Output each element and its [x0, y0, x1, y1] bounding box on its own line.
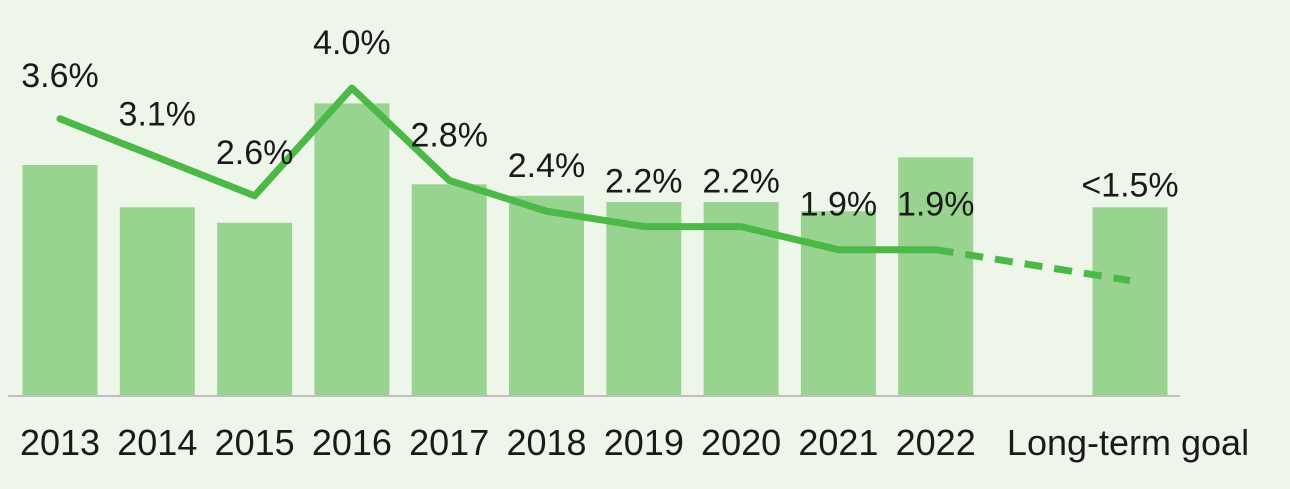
bar-2013 [22, 165, 98, 396]
x-tick-label: 2017 [409, 422, 489, 463]
x-tick-label: Long-term goal [1007, 422, 1249, 463]
data-label: 1.9% [897, 186, 975, 224]
data-label: 3.1% [119, 95, 197, 133]
bar-2022 [898, 157, 974, 396]
data-label: <1.5% [1081, 167, 1178, 205]
bar-2019 [606, 202, 682, 396]
x-tick-label: 2015 [215, 422, 295, 463]
x-tick-label: 2014 [117, 422, 197, 463]
bars-layer [22, 103, 1168, 397]
x-tick-label: 2022 [896, 422, 976, 463]
x-tick-label: 2019 [604, 422, 684, 463]
x-tick-label: 2013 [20, 422, 100, 463]
x-tick-label: 2021 [798, 422, 878, 463]
data-label: 2.2% [605, 163, 683, 201]
bar-2016 [314, 103, 390, 397]
trend-line-solid [56, 84, 940, 254]
bar-2021 [800, 211, 876, 396]
data-label: 2.8% [410, 116, 488, 154]
x-tick-label: 2016 [312, 422, 392, 463]
labels-layer: 2013 2014 2015 2016 2017 2018 2019 2020 2021 2022… [20, 24, 1249, 463]
data-label: 4.0% [313, 24, 391, 62]
x-tick-label: 2020 [701, 422, 781, 463]
data-label: 2.2% [702, 163, 780, 201]
bar-2015 [217, 222, 293, 397]
bar-2018 [509, 195, 584, 396]
x-tick-label: 2018 [506, 422, 586, 463]
data-label: 1.9% [800, 186, 878, 224]
bar-2014 [119, 207, 195, 396]
data-label: 2.4% [508, 147, 586, 185]
bar-long-term-goal [1092, 207, 1168, 396]
bar-2017 [411, 184, 487, 397]
line-layer [56, 84, 1131, 284]
data-label: 2.6% [216, 134, 294, 172]
trend-line-dashed [935, 246, 1131, 284]
data-label: 3.6% [21, 57, 99, 95]
